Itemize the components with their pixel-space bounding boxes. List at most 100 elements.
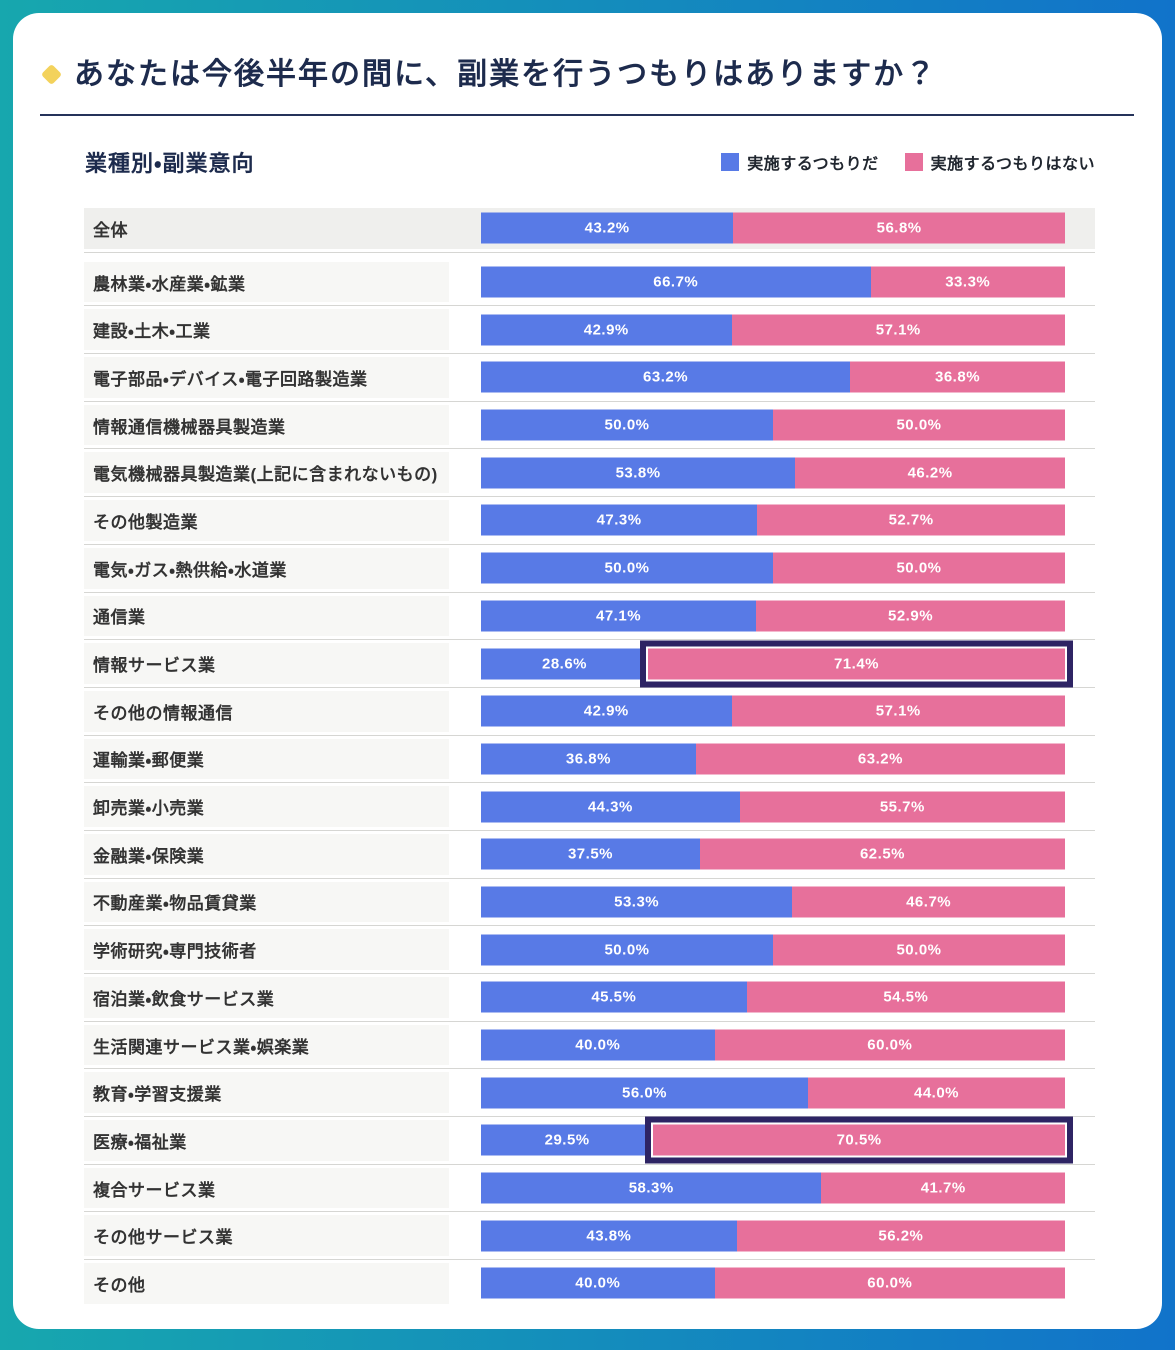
- bar-track: 43.8% 56.2%: [481, 1220, 1065, 1252]
- bar-segment-no-intend: 60.0%: [714, 1029, 1065, 1061]
- legend-item-intend: 実施するつもりだ: [721, 150, 878, 174]
- bar-value: 57.1%: [875, 321, 921, 339]
- bar-segment-intend: 43.8%: [481, 1220, 737, 1252]
- bar-value: 56.2%: [878, 1227, 924, 1245]
- table-row: 運輸業・郵便業 36.8% 63.2%: [84, 736, 1095, 784]
- content-panel: あなたは今後半年の間に、副業を行うつもりはありますか？ 業種別・副業意向 実施す…: [13, 13, 1162, 1329]
- bar-value: 40.0%: [575, 1036, 621, 1054]
- bar-segment-no-intend: 71.4%: [648, 648, 1065, 680]
- bar-track: 53.8% 46.2%: [481, 457, 1065, 489]
- row-cells: 情報通信機械器具製造業 50.0% 50.0%: [84, 404, 1095, 446]
- row-label-cell: その他: [84, 1263, 449, 1304]
- row-label: 建設・土木・工業: [93, 322, 211, 342]
- row-label: 金融業・保険業: [93, 846, 205, 866]
- bar-segment-no-intend: 56.2%: [736, 1220, 1065, 1252]
- table-row: 通信業 47.1% 52.9%: [84, 593, 1095, 641]
- bar-value: 63.2%: [857, 750, 903, 768]
- row-cells: その他 40.0% 60.0%: [84, 1263, 1095, 1304]
- legend-item-no-intend: 実施するつもりはない: [904, 150, 1095, 174]
- bar-track: 63.2% 36.8%: [481, 361, 1065, 393]
- bar-value: 43.2%: [584, 219, 630, 237]
- bar-segment-intend: 53.8%: [481, 457, 796, 489]
- table-row: 電子部品・デバイス・電子回路製造業 63.2% 36.8%: [84, 354, 1095, 402]
- bar-value: 71.4%: [833, 655, 880, 673]
- bar-segment-intend: 66.7%: [481, 266, 871, 298]
- row-label: その他: [93, 1275, 146, 1295]
- row-label-cell: 教育・学習支援業: [84, 1072, 449, 1114]
- row-label-cell: 生活関連サービス業・娯楽業: [84, 1024, 449, 1066]
- bar-segment-intend: 56.0%: [481, 1077, 809, 1109]
- bar-value: 58.3%: [628, 1179, 674, 1197]
- bar-segment-no-intend: 52.7%: [757, 504, 1065, 536]
- bar-value: 62.5%: [859, 845, 906, 863]
- row-cells: その他サービス業 43.8% 56.2%: [84, 1215, 1095, 1257]
- table-row: 教育・学習支援業 56.0% 44.0%: [84, 1069, 1095, 1117]
- bar-segment-no-intend: 57.1%: [731, 314, 1065, 346]
- bar-segment-no-intend: 70.5%: [653, 1124, 1065, 1156]
- table-row: 情報サービス業 28.6% 71.4%: [84, 640, 1095, 688]
- bar-value: 50.0%: [604, 941, 650, 959]
- bar-segment-no-intend: 46.7%: [792, 886, 1065, 918]
- bar-value: 50.0%: [896, 941, 942, 959]
- bar-segment-intend: 50.0%: [481, 934, 773, 966]
- row-label: 運輸業・郵便業: [93, 751, 205, 771]
- bar-value: 57.1%: [875, 702, 921, 720]
- row-label-cell: 通信業: [84, 595, 449, 637]
- bar-segment-no-intend: 36.8%: [850, 361, 1065, 393]
- table-row: 農林業・水産業・鉱業 66.7% 33.3%: [84, 259, 1095, 307]
- row-cells: 運輸業・郵便業 36.8% 63.2%: [84, 738, 1095, 780]
- page-title: あなたは今後半年の間に、副業を行うつもりはありますか？: [74, 58, 938, 91]
- row-cells: 医療・福祉業 29.5% 70.5%: [84, 1120, 1095, 1161]
- bar-value: 28.6%: [541, 655, 588, 673]
- title-divider: [40, 114, 1134, 116]
- bar-track: 36.8% 63.2%: [481, 743, 1065, 775]
- row-cells: その他の情報通信 42.9% 57.1%: [84, 690, 1095, 732]
- bar-segment-intend: 45.5%: [481, 981, 747, 1013]
- row-label: 全体: [93, 220, 128, 240]
- legend-swatch-pink: [904, 153, 923, 171]
- bar-segment-intend: 43.2%: [481, 212, 734, 244]
- row-label: 電気・ガス・熱供給・水道業: [93, 560, 287, 580]
- row-label: 複合サービス業: [93, 1180, 216, 1200]
- table-row: 建設・土木・工業 42.9% 57.1%: [84, 306, 1095, 354]
- bar-segment-no-intend: 60.0%: [714, 1267, 1065, 1299]
- bar-segment-intend: 58.3%: [481, 1172, 822, 1204]
- row-cells: 教育・学習支援業 56.0% 44.0%: [84, 1072, 1095, 1114]
- row-cells: 電気・ガス・熱供給・水道業 50.0% 50.0%: [84, 547, 1095, 589]
- table-row: 全体 43.2% 56.8%: [84, 205, 1095, 253]
- bar-value: 53.8%: [615, 464, 661, 482]
- table-row: その他製造業 47.3% 52.7%: [84, 497, 1095, 545]
- bar-value: 41.7%: [920, 1179, 966, 1197]
- row-label: その他の情報通信: [93, 703, 233, 723]
- table-row: 電気・ガス・熱供給・水道業 50.0% 50.0%: [84, 545, 1095, 593]
- bar-segment-intend: 37.5%: [481, 838, 700, 870]
- bar-segment-intend: 44.3%: [481, 791, 740, 823]
- bar-segment-no-intend: 54.5%: [746, 981, 1065, 1013]
- bar-track: 50.0% 50.0%: [481, 409, 1065, 441]
- bar-value: 50.0%: [896, 416, 942, 434]
- row-cells: その他製造業 47.3% 52.7%: [84, 500, 1095, 541]
- row-label: 医療・福祉業: [93, 1132, 187, 1152]
- bar-track: 42.9% 57.1%: [481, 314, 1065, 346]
- bar-segment-no-intend: 50.0%: [773, 552, 1065, 584]
- industry-bar-table: 全体 43.2% 56.8% 農林業・水産業・鉱業 66.7% 33.3% 建設・土木・工業…: [84, 205, 1095, 1308]
- bar-value: 29.5%: [544, 1131, 590, 1149]
- diamond-bullet-icon: [40, 63, 63, 86]
- bar-track: 50.0% 50.0%: [481, 934, 1065, 966]
- bar-segment-intend: 47.1%: [481, 600, 757, 632]
- bar-value: 44.0%: [913, 1084, 960, 1102]
- table-row: 複合サービス業 58.3% 41.7%: [84, 1165, 1095, 1213]
- row-label: 電気機械器具製造業(上記に含まれないもの): [93, 465, 438, 485]
- bar-track: 47.1% 52.9%: [481, 600, 1065, 632]
- bar-value: 40.0%: [575, 1274, 621, 1292]
- bar-value: 55.7%: [879, 798, 925, 816]
- row-cells: 通信業 47.1% 52.9%: [84, 595, 1095, 637]
- bar-value: 42.9%: [583, 321, 629, 339]
- row-label-cell: 不動産業・物品賃貸業: [84, 881, 449, 923]
- bar-value: 53.3%: [614, 893, 660, 911]
- bar-value: 70.5%: [836, 1131, 882, 1149]
- row-label: 情報サービス業: [93, 656, 216, 676]
- bar-segment-no-intend: 44.0%: [808, 1077, 1065, 1109]
- table-row: その他サービス業 43.8% 56.2%: [84, 1212, 1095, 1260]
